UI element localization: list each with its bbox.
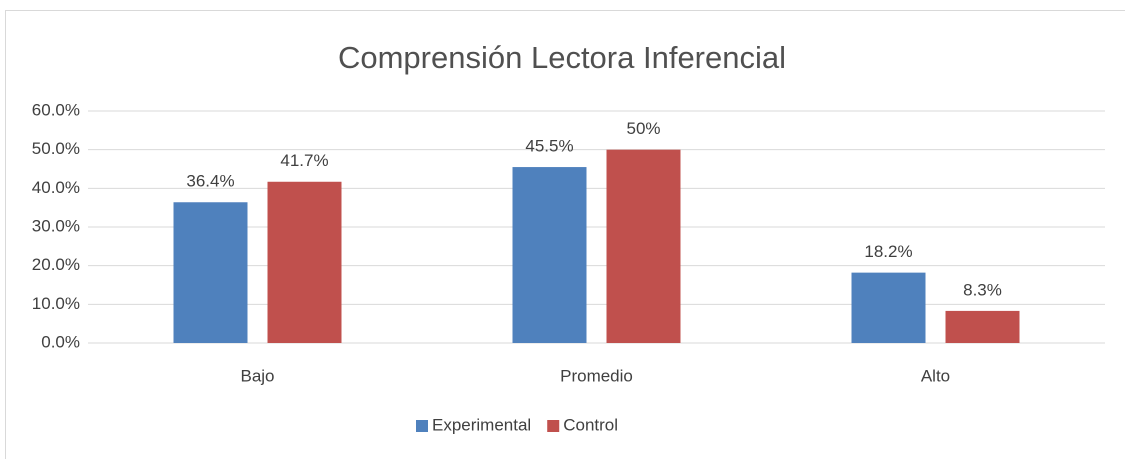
data-label: 45.5% [525, 137, 573, 156]
legend-swatch [547, 420, 560, 432]
bar [267, 181, 342, 343]
y-tick-label: 60.0% [32, 100, 80, 119]
y-tick-label: 50.0% [32, 139, 80, 158]
data-label: 50% [626, 119, 660, 138]
bar [851, 272, 926, 343]
data-label: 41.7% [280, 151, 328, 170]
chart-title: Comprensión Lectora Inferencial [338, 40, 786, 75]
legend-label: Experimental [432, 415, 531, 434]
y-tick-label: 0.0% [41, 332, 80, 351]
bar [512, 167, 587, 343]
bar [173, 202, 248, 343]
y-tick-label: 20.0% [32, 255, 80, 274]
y-tick-label: 40.0% [32, 178, 80, 197]
y-tick-label: 10.0% [32, 294, 80, 313]
data-label: 18.2% [864, 242, 912, 261]
legend-label: Control [563, 415, 618, 434]
chart-frame [5, 10, 1125, 459]
x-tick-label: Bajo [240, 366, 274, 385]
data-label: 8.3% [963, 280, 1002, 299]
y-tick-label: 30.0% [32, 216, 80, 235]
data-label: 36.4% [186, 172, 234, 191]
bar [606, 149, 681, 343]
legend-swatch [416, 420, 428, 432]
bar [945, 310, 1020, 343]
x-tick-label: Alto [921, 366, 950, 385]
x-tick-label: Promedio [560, 366, 633, 385]
